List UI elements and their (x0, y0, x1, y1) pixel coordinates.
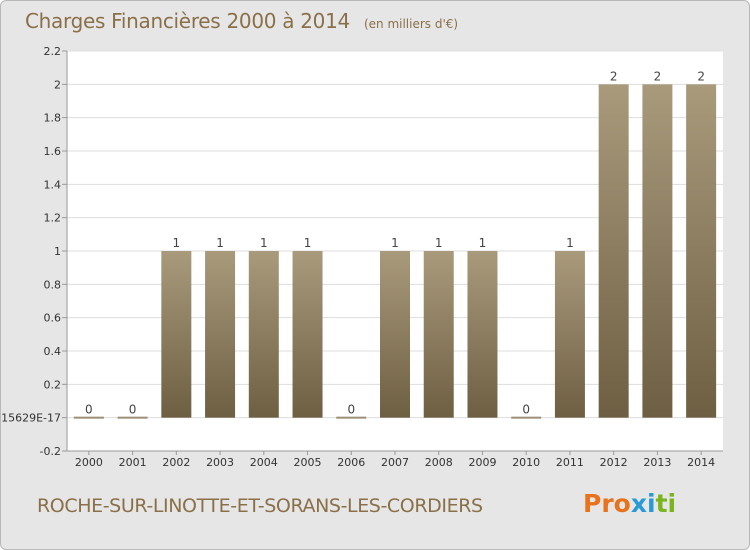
y-tick-label: 1 (54, 245, 61, 258)
bar (686, 84, 717, 418)
x-tick-labels: 2000 2001 2002 2003 2004 2005 2006 2007 2008 2009… (75, 451, 715, 469)
bar-value-label: 1 (173, 236, 181, 250)
x-tick-label: 2004 (250, 456, 278, 469)
x-tick-label: 2006 (337, 456, 365, 469)
bar (642, 84, 673, 418)
logo-letter: x (630, 489, 647, 518)
bar (205, 251, 236, 418)
bar (380, 251, 410, 418)
y-tick-labels: -0.2 -1.15629E-17 0.2 0.4 0.6 0.8 1 1.2 1.4 1.6 1.… (1, 45, 61, 458)
x-tick-label: 2000 (75, 456, 103, 469)
y-tick-label: 0.4 (44, 345, 62, 358)
bar-value-label: 2 (610, 69, 618, 83)
bar (161, 251, 192, 418)
bar (467, 251, 498, 418)
y-tick-label: 0.8 (44, 278, 62, 291)
x-tick-label: 2003 (206, 456, 234, 469)
bars: 0 0 1 1 1 1 0 1 1 1 0 1 2 2 2 (73, 69, 717, 419)
x-tick-label: 2014 (687, 456, 715, 469)
bar (511, 416, 542, 419)
logo-letter: t (655, 489, 668, 518)
x-tick-label: 2010 (512, 456, 540, 469)
y-tick-label: -0.2 (40, 445, 61, 458)
bar-value-label: 0 (522, 403, 530, 417)
bar-value-label: 1 (479, 236, 487, 250)
logo-letter: o (613, 489, 631, 518)
title-row: Charges Financières 2000 à 2014 (en milli… (25, 9, 458, 33)
bar (117, 416, 148, 419)
y-tick-label: 1.2 (44, 212, 62, 225)
y-tick-label: -1.15629E-17 (1, 412, 61, 425)
logo-letter: i (647, 489, 656, 518)
logo-letter: P (583, 489, 602, 518)
logo-letter: i (667, 489, 677, 518)
y-tick-label: 1.6 (44, 145, 62, 158)
y-tick-label: 2.2 (44, 45, 62, 58)
x-tick-label: 2012 (600, 456, 628, 469)
x-tick-label: 2013 (643, 456, 671, 469)
y-tick-label: 0.6 (44, 312, 62, 325)
x-tick-label: 2009 (468, 456, 496, 469)
chart-subtitle: (en milliers d'€) (363, 17, 459, 31)
x-tick-label: 2005 (294, 456, 322, 469)
y-tick-label: 2 (54, 78, 61, 91)
bar (292, 251, 323, 418)
x-tick-label: 2007 (381, 456, 409, 469)
y-tick-label: 1.8 (44, 112, 62, 125)
chart-title: Charges Financières 2000 à 2014 (25, 9, 350, 33)
bar-value-label: 1 (304, 236, 312, 250)
bar-value-label: 2 (654, 69, 662, 83)
y-tick-label: 0.2 (44, 378, 62, 391)
bar-value-label: 1 (435, 236, 443, 250)
x-tick-label: 2011 (556, 456, 584, 469)
bar-value-label: 0 (129, 403, 137, 417)
bar (598, 84, 629, 418)
proxiti-logo[interactable]: Proxiti (583, 489, 676, 518)
bar-value-label: 1 (566, 236, 574, 250)
bar (73, 416, 104, 419)
bar (423, 251, 454, 418)
bar-value-label: 0 (347, 403, 355, 417)
x-tick-label: 2002 (162, 456, 190, 469)
x-tick-label: 2008 (425, 456, 453, 469)
bar-value-label: 1 (260, 236, 268, 250)
logo-letter: r (601, 489, 614, 518)
bar (248, 251, 279, 418)
bar-value-label: 0 (85, 403, 93, 417)
bar (554, 251, 585, 418)
y-tick-label: 1.4 (44, 178, 62, 191)
bar (336, 416, 367, 419)
commune-name: ROCHE-SUR-LINOTTE-ET-SORANS-LES-CORDIERS (37, 495, 483, 517)
bar-value-label: 1 (216, 236, 224, 250)
bar-value-label: 2 (697, 69, 705, 83)
x-tick-label: 2001 (119, 456, 147, 469)
bar-value-label: 1 (391, 236, 399, 250)
